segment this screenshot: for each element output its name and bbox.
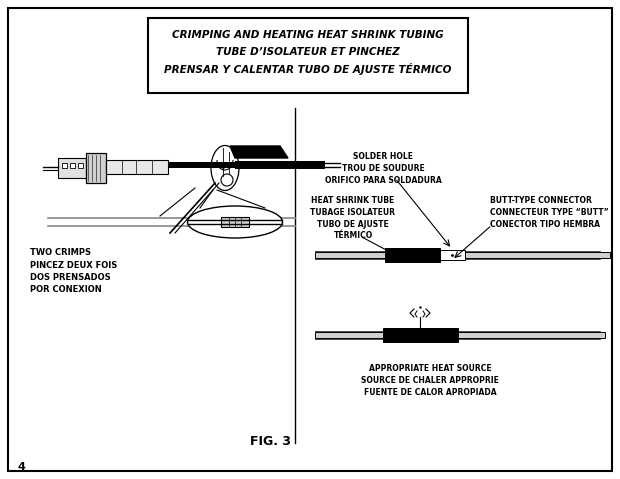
Text: CRIMPING AND HEATING HEAT SHRINK TUBING: CRIMPING AND HEATING HEAT SHRINK TUBING bbox=[172, 30, 444, 40]
Polygon shape bbox=[230, 146, 288, 158]
Bar bbox=[458, 332, 605, 338]
Bar bbox=[221, 217, 249, 227]
Bar bbox=[106, 160, 168, 174]
Bar bbox=[148, 18, 468, 93]
Text: TUBE D’ISOLATEUR ET PINCHEZ: TUBE D’ISOLATEUR ET PINCHEZ bbox=[216, 47, 400, 57]
Text: BUTT-TYPE CONNECTOR
CONNECTEUR TYPE “BUTT”
CONECTOR TIPO HEMBRA: BUTT-TYPE CONNECTOR CONNECTEUR TYPE “BUT… bbox=[490, 196, 609, 228]
Bar bbox=[440, 250, 465, 260]
Text: --: -- bbox=[62, 166, 65, 170]
Bar bbox=[86, 153, 106, 183]
Bar bbox=[168, 162, 275, 168]
Text: 4: 4 bbox=[18, 462, 26, 472]
Bar bbox=[315, 252, 390, 258]
Bar bbox=[385, 248, 440, 262]
Bar bbox=[78, 163, 83, 168]
Text: APPROPRIATE HEAT SOURCE
SOURCE DE CHALER APPROPRIE
FUENTE DE CALOR APROPIADA: APPROPRIATE HEAT SOURCE SOURCE DE CHALER… bbox=[361, 364, 499, 397]
Text: SOLDER HOLE
TROU DE SOUDURE
ORIFICO PARA SOLDADURA: SOLDER HOLE TROU DE SOUDURE ORIFICO PARA… bbox=[325, 152, 441, 184]
Bar bbox=[465, 252, 610, 258]
Ellipse shape bbox=[211, 146, 239, 191]
Bar bbox=[315, 332, 390, 338]
Ellipse shape bbox=[187, 206, 283, 238]
Bar bbox=[70, 163, 75, 168]
Text: HEAT SHRINK TUBE
TUBAGE ISOLATEUR
TUBO DE AJUSTE
TÉRMICO: HEAT SHRINK TUBE TUBAGE ISOLATEUR TUBO D… bbox=[311, 196, 396, 240]
Bar bbox=[62, 163, 67, 168]
Text: FIG. 3: FIG. 3 bbox=[249, 435, 291, 448]
Bar bbox=[58, 158, 86, 178]
Bar bbox=[235, 161, 325, 169]
Text: PRENSAR Y CALENTAR TUBO DE AJUSTE TÉRMICO: PRENSAR Y CALENTAR TUBO DE AJUSTE TÉRMIC… bbox=[164, 63, 452, 75]
Circle shape bbox=[221, 174, 233, 186]
Bar bbox=[383, 328, 458, 342]
Circle shape bbox=[219, 163, 225, 169]
Text: TWO CRIMPS
PINCEZ DEUX FOIS
DOS PRENSADOS
POR CONEXION: TWO CRIMPS PINCEZ DEUX FOIS DOS PRENSADO… bbox=[30, 248, 117, 295]
